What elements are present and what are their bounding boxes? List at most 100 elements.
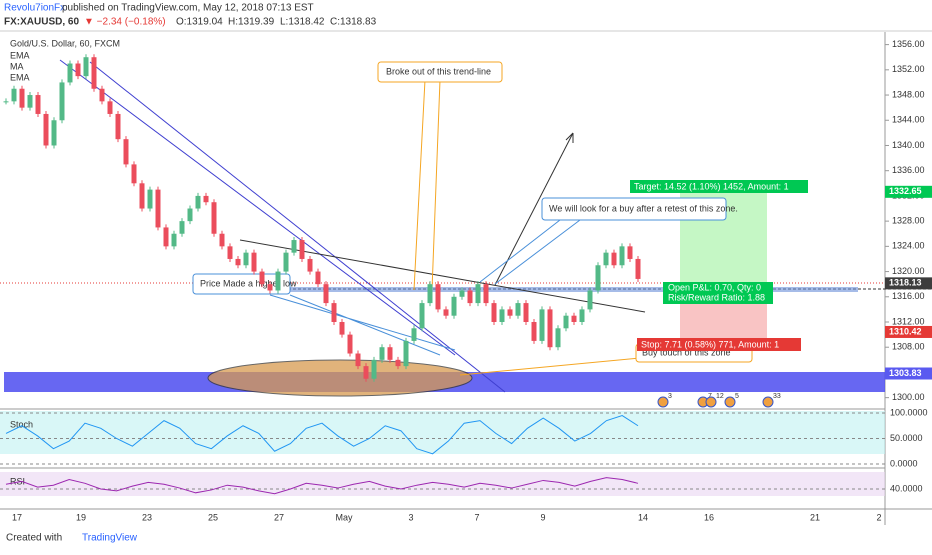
x-tick-label: 9 — [540, 512, 545, 522]
y-tick-label: 40.0000 — [890, 483, 923, 493]
arrow — [494, 132, 574, 286]
x-tick-label: 17 — [12, 512, 22, 522]
candle-body — [179, 221, 185, 234]
annotation: Stop: 7.71 (0.58%) 771, Amount: 1 — [641, 339, 779, 349]
candle-body — [571, 315, 577, 322]
event-icon — [705, 396, 717, 408]
candle-body — [283, 252, 289, 272]
event-count: 7 — [708, 393, 712, 400]
ohlc-low: L:1318.42 — [280, 17, 325, 28]
candle-body — [395, 359, 401, 367]
x-tick-label: 21 — [810, 512, 820, 522]
candle-body — [619, 246, 625, 266]
candle-body — [291, 240, 297, 253]
trend-line — [239, 239, 646, 313]
pnl-label — [663, 282, 773, 304]
callout-line — [413, 79, 441, 291]
y-tick-label: 1316.00 — [892, 291, 925, 301]
candle-body — [467, 290, 473, 304]
callout-line — [459, 357, 641, 376]
candle-body — [419, 303, 425, 329]
candle-body — [627, 246, 633, 259]
candle-body — [299, 240, 305, 259]
event-icons: 3 7 12 5 33 — [657, 393, 781, 408]
annotation: Buy touch of this zone — [642, 347, 731, 357]
candle-body — [131, 164, 137, 184]
higher-low-ellipse — [207, 359, 473, 397]
event-count: 5 — [735, 393, 739, 400]
x-tick-label: 23 — [142, 512, 152, 522]
y-tick-label: 100.0000 — [890, 407, 928, 417]
x-tick-label: 27 — [274, 512, 284, 522]
change: ▼ −2.34 (−0.18%) — [84, 17, 166, 28]
candle-body — [347, 334, 353, 354]
candle-body — [155, 189, 161, 228]
price-tag — [885, 277, 932, 290]
y-tick-label: 50.0000 — [890, 433, 923, 443]
pane-label: Stoch — [10, 419, 33, 429]
event-count: 33 — [773, 393, 781, 400]
candle-body — [587, 290, 593, 310]
candle-body — [163, 227, 169, 247]
legend-entry: EMA — [10, 50, 30, 60]
candle-body — [539, 309, 545, 341]
candle-body — [259, 271, 265, 285]
legend-entry: EMA — [10, 72, 30, 82]
x-tick-label: 19 — [76, 512, 86, 522]
retest-zone — [258, 287, 858, 292]
candle-body — [371, 359, 377, 379]
candle-body — [243, 252, 249, 266]
y-tick-label: 1344.00 — [892, 115, 925, 125]
candle-body — [355, 353, 361, 367]
candle-body — [531, 322, 537, 341]
candle-body — [515, 303, 521, 316]
candle-body — [275, 271, 281, 291]
candle-body — [427, 284, 433, 304]
candle-body — [379, 347, 385, 360]
price-tag — [885, 325, 932, 338]
candle-body — [403, 340, 409, 367]
candle-body — [139, 183, 145, 209]
candle-body — [459, 290, 465, 297]
annotation: We will look for a buy after a retest of… — [549, 203, 738, 213]
target-label — [630, 180, 808, 193]
candle-body — [219, 233, 225, 247]
candle-body — [451, 296, 457, 316]
candle-body — [91, 57, 97, 89]
candle-body — [363, 366, 369, 379]
candle-body — [411, 328, 417, 341]
callout-box — [192, 273, 291, 295]
annotation: Risk/Reward Ratio: 1.88 — [668, 292, 765, 302]
candle-body — [555, 328, 561, 348]
y-tick-label: 1352.00 — [892, 64, 925, 74]
candle-body — [171, 233, 177, 247]
legend-entry: MA — [10, 61, 24, 71]
annotation: Broke out of this trend-line — [386, 66, 491, 76]
legend-entry: Gold/U.S. Dollar, 60, FXCM — [10, 38, 120, 48]
callout-line — [269, 294, 456, 356]
price-tag — [885, 367, 932, 380]
candle-body — [315, 271, 321, 285]
candle-body — [611, 252, 617, 266]
event-icon — [724, 396, 736, 408]
candle-body — [523, 303, 529, 322]
y-tick-label: 1308.00 — [892, 342, 925, 352]
event-icon — [762, 396, 774, 408]
candle-body — [99, 88, 105, 102]
annotation: Target: 14.52 (1.10%) 1452, Amount: 1 — [634, 181, 789, 191]
candle-body — [443, 309, 449, 316]
candle-body — [579, 309, 585, 322]
candle-body — [51, 120, 57, 146]
y-tick-label: 1340.00 — [892, 140, 925, 150]
author: Revolu7ionFx — [4, 3, 65, 14]
candle-body — [83, 57, 89, 77]
annotation: Price Made a higher low — [200, 278, 297, 288]
footer-brand: TradingView — [82, 533, 138, 544]
candle-body — [187, 208, 193, 222]
candle-body — [475, 284, 481, 304]
x-tick-label: 25 — [208, 512, 218, 522]
pane-label: RSI — [10, 476, 25, 486]
price-tag-label: 1303.83 — [889, 368, 922, 378]
candle-body — [147, 189, 153, 209]
